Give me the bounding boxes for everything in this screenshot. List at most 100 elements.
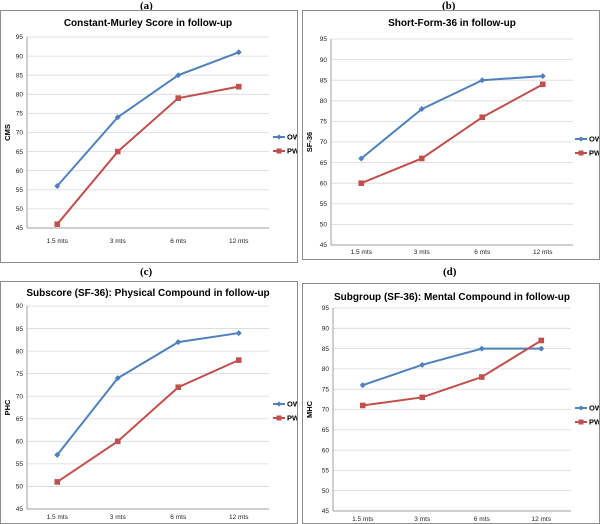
point-pw-1: [418, 155, 425, 162]
series-line-ow: [362, 347, 542, 387]
point-ow-3: [235, 330, 242, 337]
point-pw-2: [478, 374, 485, 380]
y-tick-label: 45: [322, 508, 330, 515]
legend-marker-ow: [276, 134, 282, 140]
legend-marker-pw: [578, 150, 584, 156]
x-tick-label: 12 mts: [533, 249, 553, 256]
legend-marker-pw: [276, 148, 282, 154]
point-pw-3: [539, 81, 546, 88]
x-tick-label: 6 mts: [170, 514, 187, 521]
y-tick-label: 50: [16, 206, 24, 213]
y-tick-label: 60: [320, 180, 328, 187]
chart-title: Subscore (SF-36): Physical Compound in f…: [26, 288, 269, 299]
x-tick-label: 6 mts: [474, 249, 491, 256]
point-ow-0: [359, 382, 366, 389]
y-tick-label: 90: [322, 326, 330, 333]
chart-title: Short-Form-36 in follow-up: [388, 18, 516, 29]
y-tick-label: 70: [16, 130, 24, 137]
x-tick-label: 6 mts: [474, 516, 491, 523]
y-tick-label: 60: [322, 447, 330, 454]
y-axis-label: CMS: [3, 124, 12, 141]
y-tick-label: 70: [320, 139, 328, 146]
point-ow-3: [538, 345, 545, 352]
chart-d: Subgroup (SF-36): Mental Compound in fol…: [302, 283, 600, 524]
y-tick-label: 65: [322, 427, 330, 434]
series-line-pw: [360, 83, 544, 185]
x-tick-label: 12 mts: [531, 516, 551, 523]
point-ow-1: [114, 114, 121, 121]
panel-label-d: (d): [443, 266, 457, 278]
x-tick-label: 3 mts: [110, 514, 127, 521]
chart-svg: Constant-Murley Score in follow-up 45 50 55…: [3, 18, 297, 245]
point-ow-0: [54, 451, 61, 458]
point-ow-2: [175, 72, 182, 79]
y-tick-label: 75: [322, 386, 330, 393]
legend-label-ow: OW: [287, 400, 297, 409]
point-ow-3: [235, 49, 242, 56]
x-tick-label: 6 mts: [170, 238, 187, 245]
y-tick-label: 45: [16, 506, 24, 513]
legend-marker-ow: [578, 405, 584, 411]
legend-marker-ow: [578, 136, 584, 142]
x-tick-label: 1.5 mts: [47, 238, 69, 245]
chart-c: Subscore (SF-36): Physical Compound in f…: [0, 281, 298, 524]
y-tick-label: 85: [320, 77, 328, 84]
point-ow-2: [478, 345, 485, 352]
panel-label-b: (b): [442, 0, 456, 12]
point-ow-2: [175, 339, 182, 346]
series-line-pw: [362, 339, 542, 407]
y-tick-label: 75: [16, 371, 24, 378]
series-line-pw: [56, 359, 240, 483]
panel-label-c: (c): [140, 266, 153, 278]
series-line-ow: [56, 51, 240, 187]
y-tick-label: 80: [16, 92, 24, 99]
y-tick-label: 45: [16, 225, 24, 232]
point-ow-1: [114, 375, 121, 382]
y-tick-label: 85: [322, 346, 330, 353]
x-tick-label: 3 mts: [110, 238, 127, 245]
y-tick-label: 50: [322, 488, 330, 495]
point-pw-1: [419, 394, 426, 401]
y-tick-label: 75: [16, 111, 24, 118]
y-tick-label: 65: [16, 416, 24, 423]
legend-label-pw: PW: [287, 147, 297, 156]
chart-svg: Subscore (SF-36): Physical Compound in f…: [3, 288, 297, 521]
panel-label-a: (a): [140, 0, 153, 12]
y-tick-label: 65: [320, 160, 328, 167]
chart-svg: Short-Form-36 in follow-up 45 50 55 60 65 70 75…: [305, 18, 599, 256]
y-tick-label: 85: [16, 72, 24, 79]
chart-a: Constant-Murley Score in follow-up 45 50 55…: [0, 10, 298, 263]
series-line-ow: [360, 75, 543, 160]
chart-b: Short-Form-36 in follow-up 45 50 55 60 65 70 75…: [302, 10, 600, 260]
y-tick-label: 50: [16, 484, 24, 491]
chart-title: Subgroup (SF-36): Mental Compound in fol…: [334, 292, 570, 303]
point-pw-3: [235, 83, 242, 90]
y-axis-label: PHC: [3, 399, 12, 415]
legend-marker-ow: [276, 401, 282, 407]
legend-label-ow: OW: [287, 133, 297, 142]
point-pw-3: [538, 337, 545, 344]
point-pw-2: [175, 95, 182, 101]
y-tick-label: 50: [320, 222, 328, 229]
y-tick-label: 90: [16, 303, 24, 310]
y-tick-label: 95: [322, 305, 330, 312]
x-tick-label: 1.5 mts: [352, 516, 374, 523]
y-tick-label: 60: [16, 168, 24, 175]
point-pw-0: [54, 479, 61, 485]
point-pw-1: [114, 148, 121, 155]
point-ow-0: [358, 155, 365, 162]
x-tick-label: 1.5 mts: [351, 249, 373, 256]
y-tick-label: 55: [320, 201, 328, 208]
y-tick-label: 65: [16, 149, 24, 156]
y-tick-label: 70: [322, 407, 330, 414]
x-tick-label: 12 mts: [229, 238, 249, 245]
y-tick-label: 55: [16, 461, 24, 468]
point-pw-3: [235, 357, 242, 363]
x-tick-label: 1.5 mts: [47, 514, 69, 521]
y-tick-label: 70: [16, 393, 24, 400]
point-ow-0: [54, 182, 61, 189]
point-ow-3: [539, 73, 546, 80]
chart-svg: Subgroup (SF-36): Mental Compound in fol…: [305, 292, 599, 523]
y-tick-label: 80: [322, 366, 330, 373]
y-axis-label: MHC: [305, 400, 314, 418]
